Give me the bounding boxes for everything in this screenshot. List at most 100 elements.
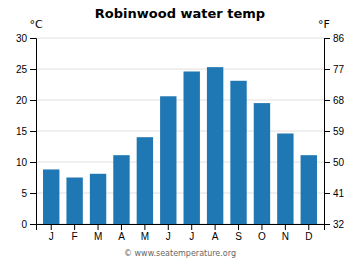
x-tick: A [118, 224, 125, 242]
y2-tick-label: 50 [333, 157, 345, 168]
x-tick-label: J [166, 231, 171, 242]
y2-tick: 77 [324, 64, 345, 75]
y2-tick-mark [324, 38, 330, 39]
y-axis-title: °C [29, 18, 43, 31]
y2-tick: 41 [324, 188, 345, 199]
bar [254, 103, 270, 224]
y-tick-mark [30, 193, 36, 194]
x-tick-label: J [189, 231, 194, 242]
x-axis-line [37, 225, 325, 231]
y2-tick-mark [324, 131, 330, 132]
y-tick-label: 30 [16, 33, 28, 44]
y2-tick: 59 [324, 126, 345, 137]
bar [137, 137, 153, 224]
x-tick-label: M [94, 231, 102, 242]
y-tick: 5 [21, 188, 36, 199]
bar [43, 169, 59, 224]
x-tick-mark [74, 224, 75, 230]
x-tick-mark [308, 224, 309, 230]
x-tick: J [166, 224, 171, 242]
plot: J F M A M J J A S O N D 0 5 10 15 20 25 30 32 41 50 59 68 77 86 [16, 33, 345, 242]
x-axis: JFMAMJJASOND [37, 224, 325, 242]
chart: J F M A M J J A S O N D 0 5 10 15 20 25 30 32 41 50 59 68 77 86 °C… [0, 0, 360, 260]
bar [184, 71, 200, 224]
x-tick: D [305, 224, 312, 242]
grid-line [36, 38, 324, 39]
y2-tick: 68 [324, 95, 345, 106]
x-tick-mark [51, 224, 52, 230]
y2-tick-mark [324, 100, 330, 101]
grid-line [36, 131, 324, 132]
y-tick: 0 [21, 219, 36, 230]
y-tick-label: 10 [16, 157, 28, 168]
y2-tick-label: 77 [333, 64, 345, 75]
x-tick-label: A [212, 231, 219, 242]
x-tick-mark [261, 224, 262, 230]
bars [43, 67, 317, 224]
x-tick-label: A [118, 231, 125, 242]
y2-tick-mark [324, 69, 330, 70]
y-tick-mark [30, 131, 36, 132]
annotation: © www.seatemperature.org [124, 249, 236, 258]
y-tick-label: 25 [16, 64, 28, 75]
x-tick: J [49, 224, 54, 242]
y-tick-mark [30, 162, 36, 163]
x-tick-label: O [258, 231, 266, 242]
x-tick: F [72, 224, 78, 242]
bar [277, 133, 293, 224]
x-tick: S [235, 224, 242, 242]
x-tick-label: D [305, 231, 312, 242]
y2-tick: 50 [324, 157, 345, 168]
y2-tick-label: 59 [333, 126, 345, 137]
y-tick-label: 20 [16, 95, 28, 106]
y2-tick-label: 86 [333, 33, 345, 44]
y-axis-line [30, 39, 37, 225]
y-tick-mark [30, 224, 36, 225]
y2-tick-label: 32 [333, 219, 345, 230]
y-tick-label: 15 [16, 126, 28, 137]
y2-axis: 32 41 50 59 68 77 86 [324, 33, 345, 230]
bar [113, 155, 129, 224]
x-tick-mark [121, 224, 122, 230]
x-tick-label: M [141, 231, 149, 242]
y2-tick-mark [324, 193, 330, 194]
x-tick: M [94, 224, 102, 242]
y2-tick-label: 68 [333, 95, 345, 106]
grid [36, 38, 324, 224]
y2-axis-title: °F [318, 18, 330, 31]
x-tick-label: F [72, 231, 78, 242]
x-tick-mark [238, 224, 239, 230]
y-tick: 25 [16, 64, 36, 75]
x-tick-mark [191, 224, 192, 230]
y2-axis-line [325, 39, 331, 225]
y2-tick: 32 [324, 219, 345, 230]
x-tick-mark [98, 224, 99, 230]
bar [160, 96, 176, 224]
y-tick: 30 [16, 33, 36, 44]
y2-tick-mark [324, 162, 330, 163]
x-tick: N [282, 224, 289, 242]
bar [301, 155, 317, 224]
x-tick-mark [144, 224, 145, 230]
x-tick-label: N [282, 231, 289, 242]
x-tick: J [189, 224, 194, 242]
x-tick-mark [215, 224, 216, 230]
x-tick-label: J [49, 231, 54, 242]
y2-tick: 86 [324, 33, 345, 44]
x-tick-mark [285, 224, 286, 230]
y-tick-mark [30, 38, 36, 39]
y-tick-mark [30, 100, 36, 101]
x-tick: A [212, 224, 219, 242]
grid-line [36, 100, 324, 101]
bar [90, 174, 106, 224]
grid-line [36, 69, 324, 70]
y-tick: 20 [16, 95, 36, 106]
x-tick-mark [168, 224, 169, 230]
y-tick-mark [30, 69, 36, 70]
y2-tick-label: 41 [333, 188, 345, 199]
x-tick-label: S [235, 231, 242, 242]
y-tick: 10 [16, 157, 36, 168]
y-tick-label: 5 [21, 188, 27, 199]
bar [230, 81, 246, 224]
y-axis: 0 5 10 15 20 25 30 [16, 33, 37, 230]
